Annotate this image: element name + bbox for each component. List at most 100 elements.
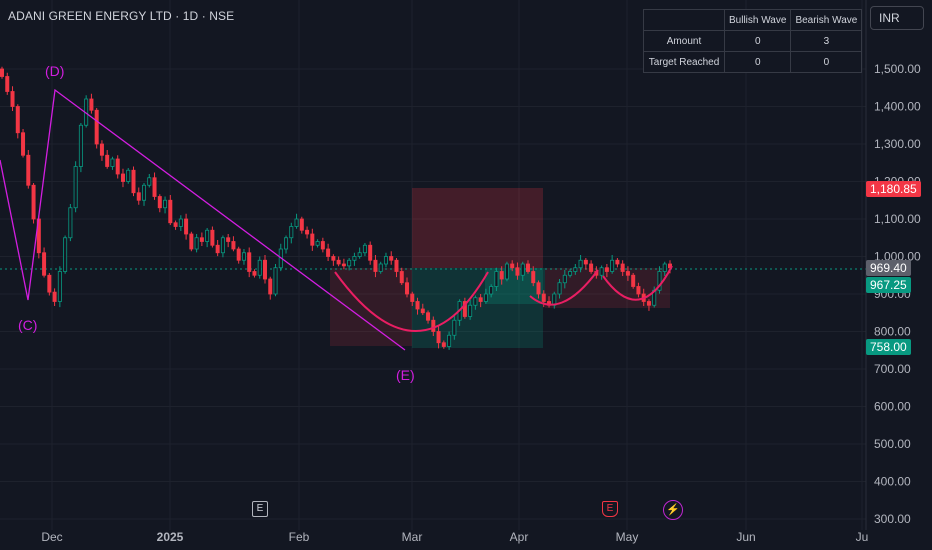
candle-body xyxy=(331,256,336,261)
price-tick-label: 700.00 xyxy=(874,362,911,376)
candle-body xyxy=(541,293,546,302)
candle-body xyxy=(115,158,120,175)
price-tag: 1,180.85 xyxy=(866,180,921,197)
earnings-marker[interactable]: E xyxy=(252,501,268,517)
candle-body xyxy=(510,263,515,269)
candle-body xyxy=(357,252,362,257)
earnings-marker-upcoming[interactable]: E xyxy=(602,501,618,517)
candle-body xyxy=(210,229,215,246)
candle-body xyxy=(42,252,47,276)
candle-body xyxy=(73,166,78,209)
candle-body xyxy=(142,184,147,201)
candle-body xyxy=(163,199,168,209)
candle-body xyxy=(110,158,115,167)
candle-body xyxy=(494,271,499,287)
candle-body xyxy=(462,301,467,317)
candle-body xyxy=(536,282,541,295)
candle-body xyxy=(131,169,136,194)
cup-shade-1 xyxy=(330,268,412,346)
candle-body xyxy=(478,297,483,302)
candle-body xyxy=(620,263,625,272)
candle-body xyxy=(426,312,431,321)
candle-body xyxy=(199,237,204,242)
candle-body xyxy=(468,304,473,317)
wave-label-d: (D) xyxy=(45,63,64,79)
candle-body xyxy=(447,334,452,347)
candle-body xyxy=(631,274,636,287)
candle-body xyxy=(10,91,15,107)
symbol-title[interactable]: ADANI GREEN ENERGY LTD · 1D · NSE xyxy=(8,9,235,23)
price-tag: 967.25 xyxy=(866,276,911,293)
target-zone xyxy=(412,268,543,348)
wave-label-e: (E) xyxy=(396,367,415,383)
time-tick-label: Jun xyxy=(736,530,755,544)
wave-line xyxy=(0,88,406,351)
candlestick-series xyxy=(0,66,673,350)
candle-body xyxy=(515,267,520,276)
candle-body xyxy=(120,173,125,182)
candle-body xyxy=(573,267,578,272)
candle-body xyxy=(483,293,488,302)
candle-body xyxy=(646,301,651,306)
time-tick-label: Apr xyxy=(510,530,529,544)
candle-body xyxy=(389,256,394,261)
candle-body xyxy=(368,244,373,261)
candle-body xyxy=(336,259,341,265)
candle-body xyxy=(420,308,425,314)
candle-body xyxy=(625,271,630,276)
candle-body xyxy=(320,241,325,250)
candle-body xyxy=(173,222,178,227)
price-tick-label: 600.00 xyxy=(874,400,911,414)
currency-button[interactable]: INR xyxy=(870,6,924,30)
candle-body xyxy=(99,143,104,156)
stats-bearish-value: 3 xyxy=(790,30,863,52)
time-tick-label: Ju xyxy=(856,530,869,544)
price-tick-label: 500.00 xyxy=(874,437,911,451)
price-tag: 969.40 xyxy=(866,259,911,276)
stop-loss-zone xyxy=(412,188,543,268)
candle-body xyxy=(489,286,494,295)
candle-body xyxy=(610,259,615,272)
candle-body xyxy=(236,248,241,261)
wave-lines xyxy=(0,88,673,351)
candle-body xyxy=(194,237,199,250)
candle-body xyxy=(47,274,52,293)
candle-body xyxy=(599,267,604,276)
stats-header-bullish: Bullish Wave xyxy=(723,9,792,31)
time-axis[interactable]: Dec 2025 Feb Mar Apr May Jun Ju xyxy=(41,530,868,544)
candle-body xyxy=(273,267,278,295)
candle-body xyxy=(326,248,331,257)
time-tick-label: May xyxy=(616,530,639,544)
candle-body xyxy=(94,109,99,145)
candle-body xyxy=(257,259,262,276)
candle-body xyxy=(21,132,26,156)
price-tick-label: 800.00 xyxy=(874,325,911,339)
candle-body xyxy=(178,218,183,227)
candle-body xyxy=(26,154,31,186)
wave-labels: (C) (D) (E) xyxy=(18,63,415,383)
candle-body xyxy=(126,169,131,182)
candle-body xyxy=(147,177,152,186)
candle-body xyxy=(383,256,388,265)
candle-body xyxy=(531,271,536,284)
candle-body xyxy=(615,259,620,265)
candle-body xyxy=(431,319,436,332)
candle-body xyxy=(657,271,662,291)
stats-header-blank xyxy=(643,9,725,31)
cup-arc-3 xyxy=(602,265,673,301)
candle-body xyxy=(310,233,315,246)
flash-icon[interactable]: ⚡ xyxy=(663,500,683,520)
candle-body xyxy=(452,319,457,336)
candle-body xyxy=(262,259,267,280)
candle-body xyxy=(520,263,525,276)
candle-body xyxy=(220,237,225,254)
candle-body xyxy=(568,271,573,276)
candle-body xyxy=(268,278,273,295)
stats-label: Target Reached xyxy=(643,51,725,73)
candle-body xyxy=(226,237,231,242)
candle-body xyxy=(215,244,220,254)
time-tick-label: Feb xyxy=(289,530,310,544)
stats-header-bearish: Bearish Wave xyxy=(790,9,863,31)
candle-body xyxy=(205,229,210,242)
